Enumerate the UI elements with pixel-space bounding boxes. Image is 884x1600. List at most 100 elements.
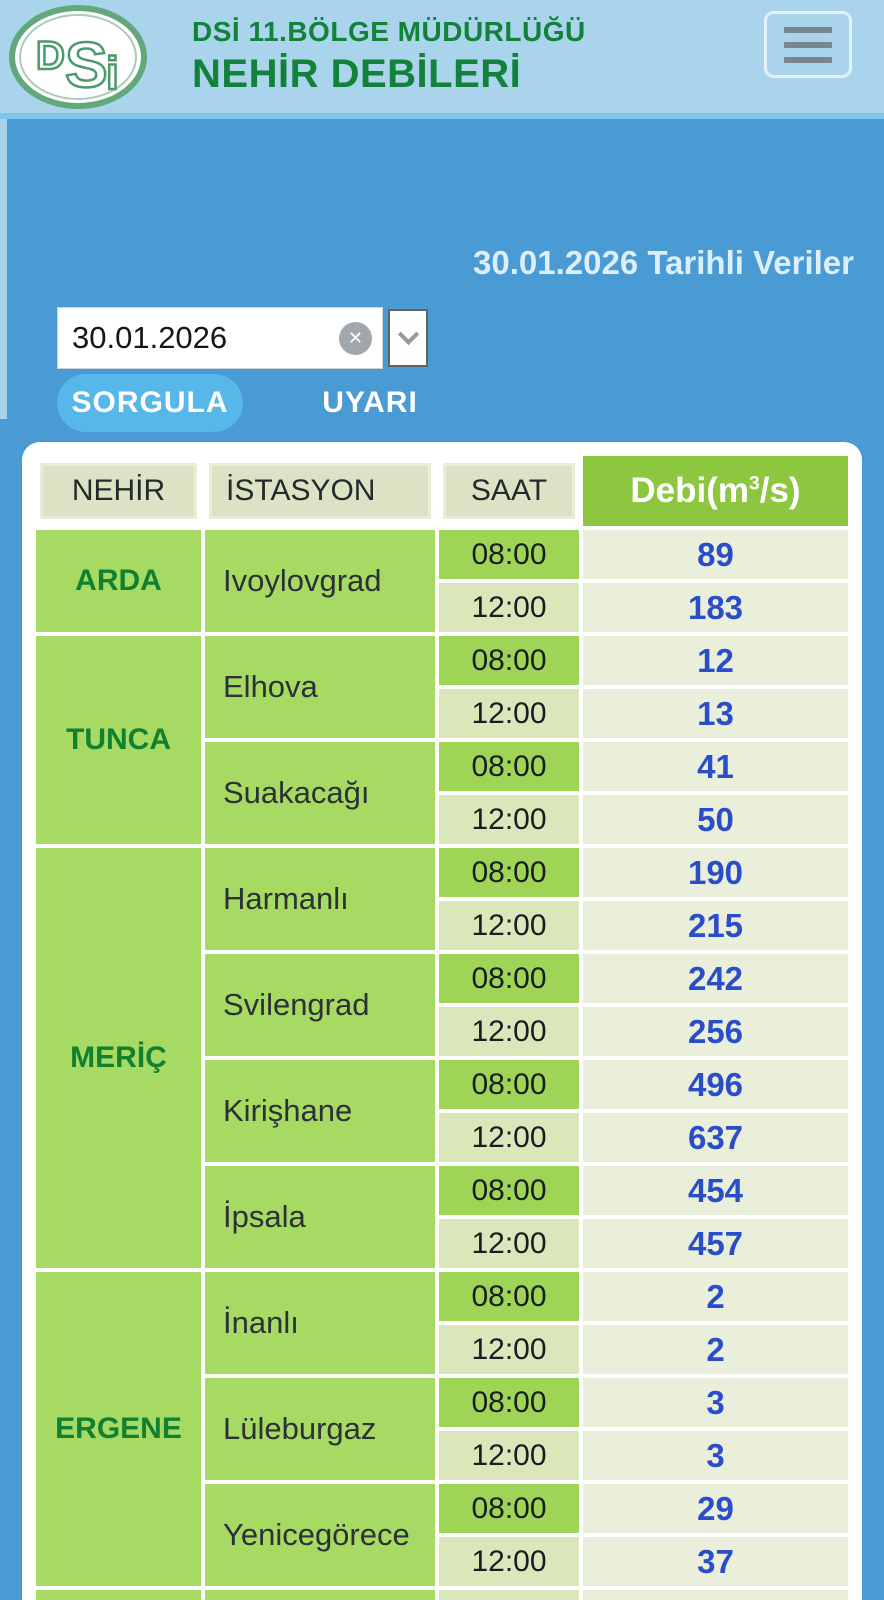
- hamburger-icon: [784, 56, 832, 63]
- time-cell: [439, 1590, 579, 1600]
- svg-text:i: i: [106, 47, 119, 99]
- table-row: 12:00 183: [36, 583, 848, 632]
- main-content: 30.01.2026 Tarihli Veriler 30.01.2026 ✕ …: [0, 119, 884, 1600]
- flow-value-cell: 183: [583, 583, 848, 632]
- station-cell: Elhova: [205, 636, 435, 738]
- table-row: 12:00 457: [36, 1219, 848, 1268]
- time-cell: 08:00: [439, 530, 579, 579]
- time-cell: 08:00: [439, 1378, 579, 1427]
- river-cell: MERİÇ: [36, 848, 201, 1268]
- time-cell: 08:00: [439, 742, 579, 791]
- table-row: 12:00 3: [36, 1431, 848, 1480]
- time-cell: 12:00: [439, 901, 579, 950]
- column-header-istasyon: İSTASYON: [209, 463, 431, 519]
- date-input-value: 30.01.2026: [72, 320, 228, 355]
- flow-value-cell: 29: [583, 1484, 848, 1533]
- left-edge-strip: [0, 119, 7, 419]
- flow-value-cell: 215: [583, 901, 848, 950]
- flow-value-cell: 41: [583, 742, 848, 791]
- flow-value-cell: 256: [583, 1007, 848, 1056]
- table-row: 12:00 215: [36, 901, 848, 950]
- header-titles: DSİ 11.BÖLGE MÜDÜRLÜĞÜ NEHİR DEBİLERİ: [192, 16, 586, 97]
- clear-date-button[interactable]: ✕: [339, 321, 372, 355]
- flow-value-cell: 2: [583, 1272, 848, 1321]
- svg-text:S: S: [65, 29, 108, 101]
- table-row: 12:00 37: [36, 1537, 848, 1586]
- flow-value-cell: 242: [583, 954, 848, 1003]
- flow-value-cell: 3: [583, 1431, 848, 1480]
- flow-value-cell: 190: [583, 848, 848, 897]
- flow-value-cell: 3: [583, 1378, 848, 1427]
- flow-value-cell: 637: [583, 1113, 848, 1162]
- time-cell: 12:00: [439, 689, 579, 738]
- hamburger-icon: [784, 26, 832, 33]
- action-tabs: SORGULA UYARI: [57, 374, 884, 432]
- station-cell: İnanlı: [205, 1272, 435, 1374]
- station-cell: Ivoylovgrad: [205, 530, 435, 632]
- table-row: 12:00 13: [36, 689, 848, 738]
- station-cell: Svilengrad: [205, 954, 435, 1056]
- time-cell: 08:00: [439, 636, 579, 685]
- time-cell: 12:00: [439, 1007, 579, 1056]
- flow-value-cell: 50: [583, 795, 848, 844]
- station-cell: İpsala: [205, 1166, 435, 1268]
- time-cell: 08:00: [439, 1166, 579, 1215]
- flow-table: NEHİR İSTASYON SAAT Debi(m3/s) ARDA Ivoyl…: [32, 452, 852, 1600]
- time-cell: 12:00: [439, 1325, 579, 1374]
- date-input[interactable]: 30.01.2026 ✕: [57, 307, 383, 369]
- time-cell: 08:00: [439, 1272, 579, 1321]
- dsi-logo: D S i: [8, 4, 148, 109]
- flow-value-cell: 457: [583, 1219, 848, 1268]
- date-picker-row: 30.01.2026 ✕: [57, 307, 884, 369]
- table-row: Lüleburgaz 08:00 3: [36, 1378, 848, 1480]
- uyari-tab[interactable]: UYARI: [277, 374, 463, 432]
- river-cell: ARDA: [36, 530, 201, 632]
- menu-button[interactable]: [764, 11, 852, 78]
- org-title: DSİ 11.BÖLGE MÜDÜRLÜĞÜ: [192, 16, 586, 47]
- table-row: TUNCA Elhova 08:00 12: [36, 636, 848, 844]
- table-row: Yenicegörece 08:00 29: [36, 1484, 848, 1586]
- time-cell: 12:00: [439, 1113, 579, 1162]
- date-caption: 30.01.2026 Tarihli Veriler: [473, 244, 854, 281]
- time-cell: 12:00: [439, 1219, 579, 1268]
- table-row: 12:00 256: [36, 1007, 848, 1056]
- flow-value-cell: [583, 1590, 848, 1600]
- river-cell: ERGENE: [36, 1272, 201, 1586]
- table-row: 12:00 2: [36, 1325, 848, 1374]
- time-cell: 08:00: [439, 954, 579, 1003]
- column-header-saat: SAAT: [443, 463, 575, 519]
- flow-value-cell: 12: [583, 636, 848, 685]
- flow-table-card: NEHİR İSTASYON SAAT Debi(m3/s) ARDA Ivoyl…: [22, 442, 862, 1600]
- flow-value-cell: 2: [583, 1325, 848, 1374]
- sorgula-button[interactable]: SORGULA: [57, 374, 243, 432]
- column-header-nehir: NEHİR: [40, 463, 197, 519]
- flow-value-cell: 37: [583, 1537, 848, 1586]
- header-divider: [0, 113, 884, 119]
- time-cell: 08:00: [439, 1484, 579, 1533]
- station-cell: Lüleburgaz: [205, 1378, 435, 1480]
- chevron-down-icon: [397, 323, 419, 346]
- table-row: Suakacağı 08:00 41: [36, 742, 848, 844]
- app-header: D S i DSİ 11.BÖLGE MÜDÜRLÜĞÜ NEHİR DEBİL…: [0, 0, 884, 113]
- time-cell: 08:00: [439, 848, 579, 897]
- station-cell: Suakacağı: [205, 742, 435, 844]
- station-cell: Harmanlı: [205, 848, 435, 950]
- dsi-logo-icon: D S i: [9, 4, 147, 109]
- table-row: MERİÇ Harmanlı 08:00 190: [36, 848, 848, 1268]
- table-row: ERGENE İnanlı 08:00 2: [36, 1272, 848, 1586]
- station-cell: Kirişhane: [205, 1060, 435, 1162]
- table-row: Svilengrad 08:00 242: [36, 954, 848, 1056]
- table-row: Kirişhane 08:00 496: [36, 1060, 848, 1162]
- flow-value-cell: 496: [583, 1060, 848, 1109]
- close-icon: ✕: [347, 327, 364, 348]
- flow-value-cell: 13: [583, 689, 848, 738]
- svg-text:D: D: [36, 34, 65, 78]
- time-cell: 12:00: [439, 1431, 579, 1480]
- table-row: 12:00 637: [36, 1113, 848, 1162]
- flow-value-cell: 89: [583, 530, 848, 579]
- river-cell: [36, 1590, 201, 1600]
- flow-value-cell: 454: [583, 1166, 848, 1215]
- date-dropdown-button[interactable]: [388, 309, 428, 367]
- flow-table-body: ARDA Ivoylovgrad 08:00 89 12:00 183 TUNCA Elhov…: [36, 530, 848, 1600]
- time-cell: 12:00: [439, 583, 579, 632]
